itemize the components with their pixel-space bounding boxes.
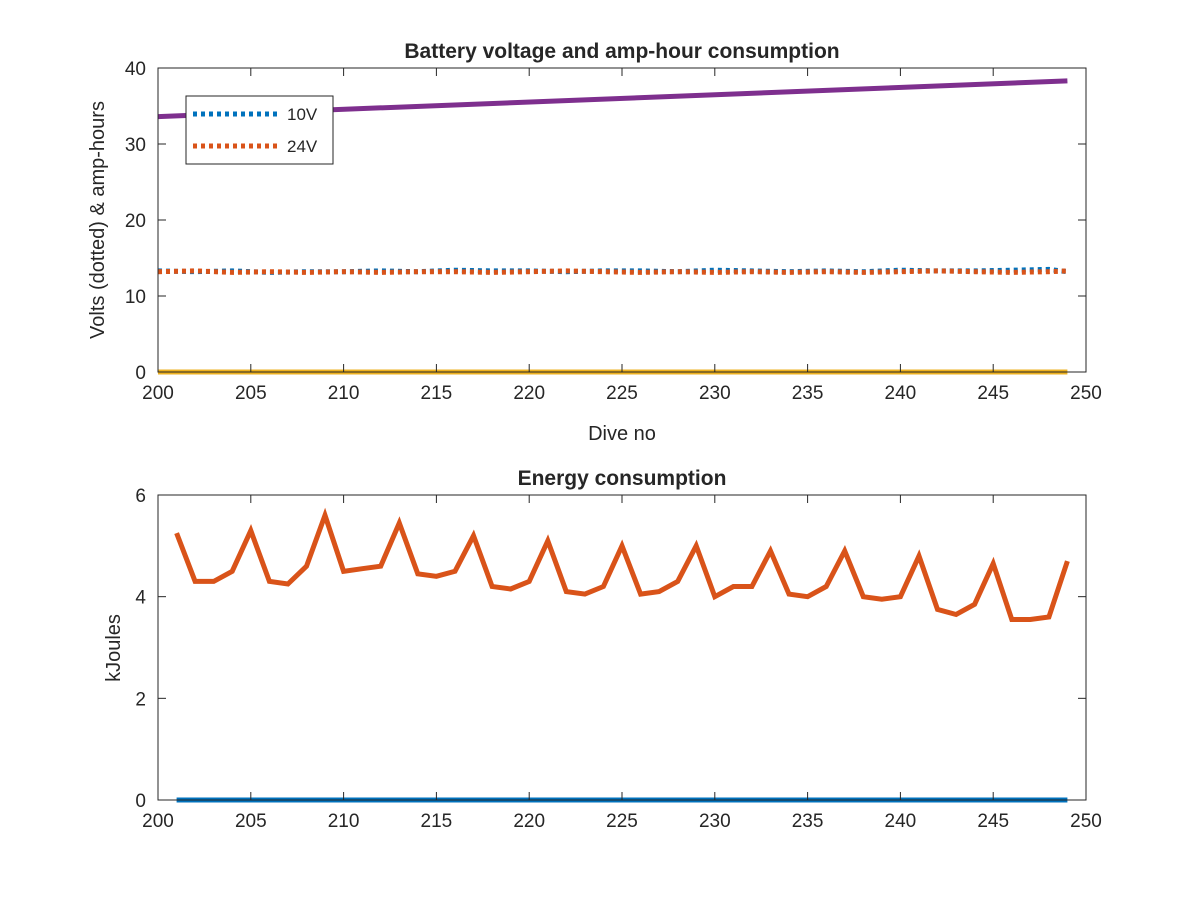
x-tick-label: 225 — [606, 383, 638, 404]
x-tick-label: 225 — [606, 811, 638, 832]
x-tick-label: 235 — [792, 811, 824, 832]
y-tick-label: 6 — [135, 486, 146, 507]
x-tick-label: 250 — [1070, 383, 1102, 404]
x-tick-label: 205 — [235, 811, 267, 832]
x-axis-label: Dive no — [588, 423, 656, 445]
x-tick-label: 230 — [699, 811, 731, 832]
y-tick-label: 10 — [125, 287, 146, 308]
energy-consumption-subplot: 200 205 210 215 220 225 230 235 240 245 250 0 2 4 6 En… — [103, 467, 1102, 832]
legend: 10V 24V — [185, 95, 334, 165]
y-axis-label: Volts (dotted) & amp-hours — [87, 101, 109, 339]
battery-voltage-subplot: 200 205 210 215 220 225 230 235 240 245 250 0 10 20 30… — [87, 40, 1102, 445]
x-tick-label: 205 — [235, 383, 267, 404]
series-line-24v — [157, 268, 1068, 275]
tick-layer: 200 205 210 215 220 225 230 235 240 245 250 0 2 4 6 — [135, 486, 1101, 832]
y-tick-label: 4 — [135, 588, 146, 609]
x-tick-label: 240 — [885, 811, 917, 832]
y-axis-label: kJoules — [103, 614, 125, 682]
x-tick-label: 200 — [142, 811, 174, 832]
x-tick-label: 240 — [885, 383, 917, 404]
x-tick-label: 235 — [792, 383, 824, 404]
x-tick-label: 210 — [328, 811, 360, 832]
x-tick-label: 245 — [977, 811, 1009, 832]
tick-layer: 200 205 210 215 220 225 230 235 240 245 250 0 10 20 30… — [125, 59, 1102, 404]
x-tick-label: 220 — [513, 383, 545, 404]
y-tick-label: 40 — [125, 59, 146, 80]
chart-title: Energy consumption — [518, 467, 727, 490]
chart-title: Battery voltage and amp-hour consumption — [404, 40, 839, 63]
legend-label-10v: 10V — [287, 105, 318, 124]
legend-box — [185, 95, 334, 165]
legend-label-24v: 24V — [287, 137, 318, 156]
series-line-series-1 — [174, 507, 1070, 622]
x-tick-label: 250 — [1070, 811, 1102, 832]
y-tick-label: 20 — [125, 211, 146, 232]
y-tick-label: 0 — [135, 791, 146, 812]
y-tick-label: 0 — [135, 363, 146, 384]
x-tick-label: 210 — [328, 383, 360, 404]
x-tick-label: 200 — [142, 383, 174, 404]
x-tick-label: 220 — [513, 811, 545, 832]
x-tick-label: 215 — [421, 811, 453, 832]
y-tick-label: 2 — [135, 689, 146, 710]
x-tick-label: 230 — [699, 383, 731, 404]
x-tick-label: 215 — [421, 383, 453, 404]
y-tick-label: 30 — [125, 135, 146, 156]
x-tick-label: 245 — [977, 383, 1009, 404]
